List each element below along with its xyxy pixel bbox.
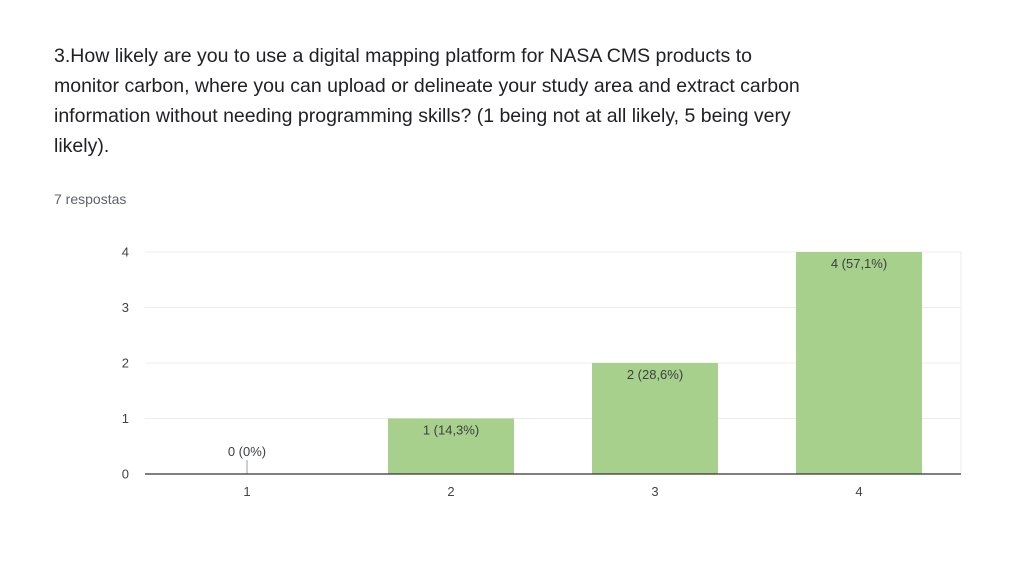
x-tick-label: 1 xyxy=(243,484,250,499)
question-title: 3.How likely are you to use a digital ma… xyxy=(54,45,800,157)
bar[interactable] xyxy=(592,363,718,474)
y-tick-label: 1 xyxy=(122,411,129,426)
data-label: 4 (57,1%) xyxy=(831,256,887,271)
x-tick-label: 2 xyxy=(447,484,454,499)
data-label: 2 (28,6%) xyxy=(627,367,683,382)
bar[interactable] xyxy=(796,252,922,474)
bar[interactable] xyxy=(388,418,514,475)
response-count: 7 respostas xyxy=(54,191,127,207)
y-tick-label: 0 xyxy=(122,467,129,482)
y-tick-label: 3 xyxy=(122,300,129,315)
bars xyxy=(246,252,922,475)
data-label: 0 (0%) xyxy=(228,444,266,459)
y-axis-ticks: 0 1 2 3 4 xyxy=(122,245,129,482)
y-tick-label: 2 xyxy=(122,356,129,371)
data-label: 1 (14,3%) xyxy=(423,423,479,438)
y-tick-label: 4 xyxy=(122,245,129,260)
x-tick-label: 4 xyxy=(855,484,862,499)
x-tick-label: 3 xyxy=(651,484,658,499)
x-axis-ticks: 1 2 3 4 xyxy=(145,473,961,499)
data-labels: 0 (0%) 1 (14,3%) 2 (28,6%) 4 (57,1%) xyxy=(228,256,887,459)
